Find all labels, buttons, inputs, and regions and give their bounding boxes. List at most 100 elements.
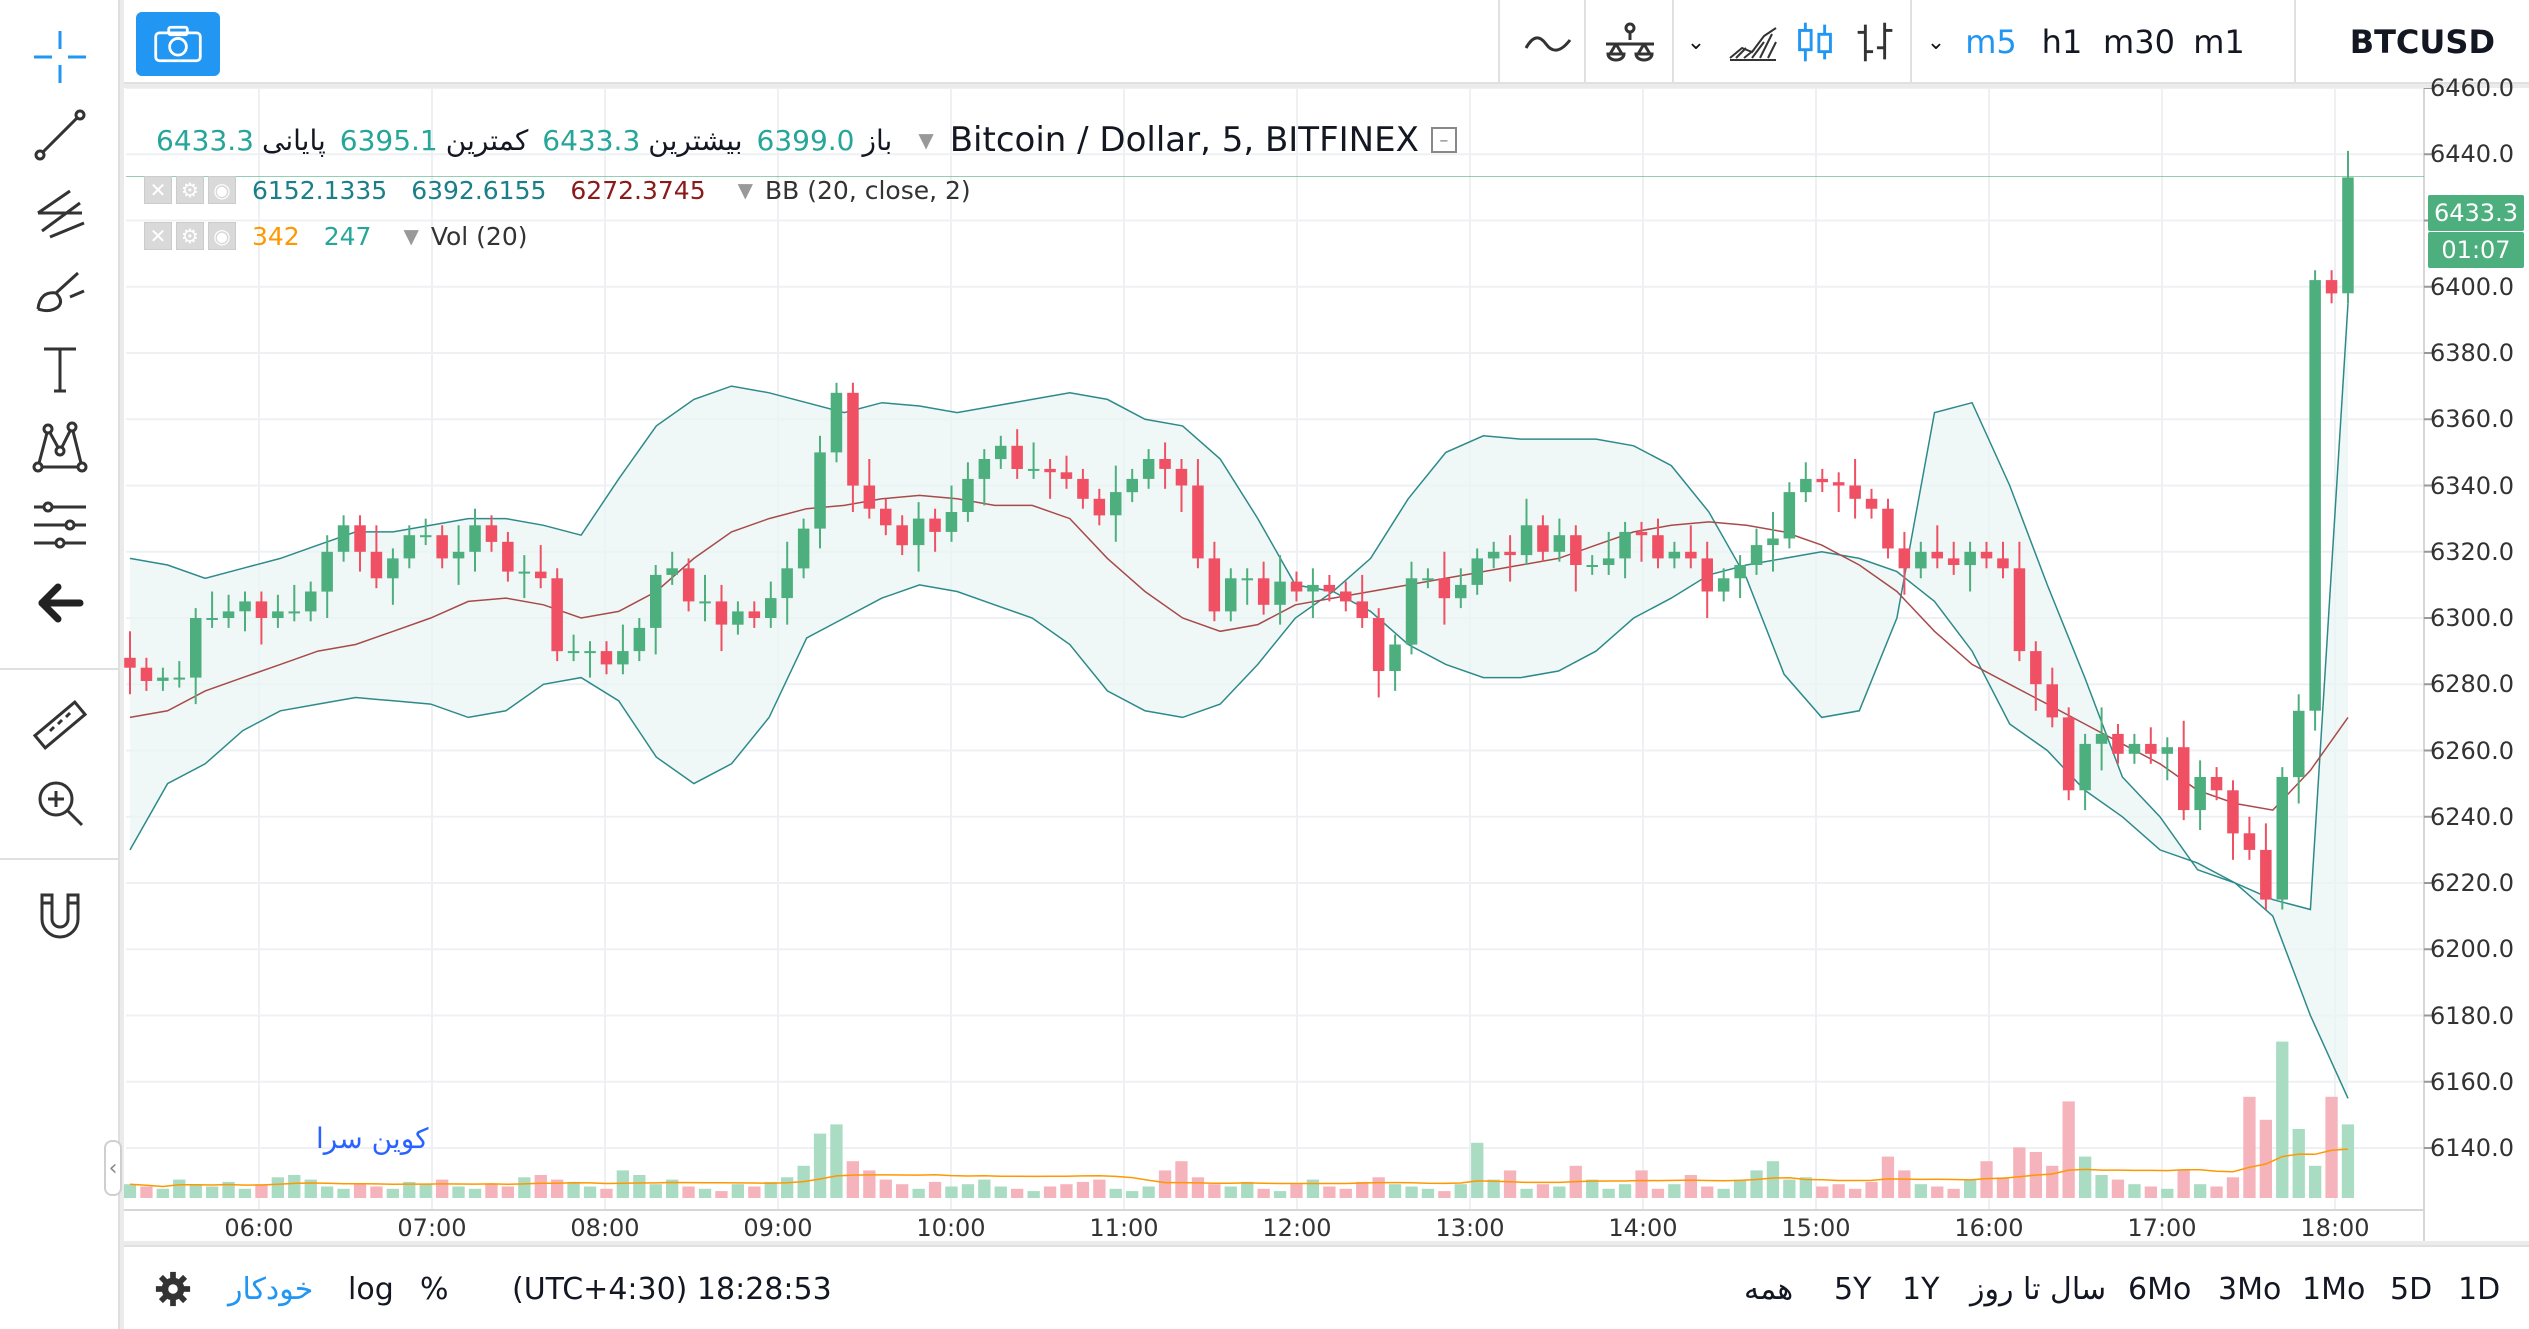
time-tick-label: 16:00 — [1954, 1214, 2024, 1242]
brush-icon[interactable] — [20, 256, 100, 326]
price-tick-label: 6380.0 — [2430, 339, 2514, 367]
eye-icon[interactable]: ◉ — [208, 176, 236, 204]
range-ytd[interactable]: سال تا روز — [1970, 1271, 2107, 1307]
bb-study-name: BB (20, close, 2) — [765, 175, 971, 205]
range-1y[interactable]: 1Y — [1902, 1271, 1940, 1307]
volume-bar — [419, 1184, 432, 1198]
bar-chart-icon[interactable] — [1848, 14, 1902, 70]
range-6mo[interactable]: 6Mo — [2128, 1271, 2192, 1307]
candle-body — [1208, 558, 1221, 612]
candle-body — [2210, 777, 2223, 791]
candle-body — [699, 601, 711, 604]
close-icon[interactable]: ✕ — [144, 176, 172, 204]
range-all[interactable]: همه — [1744, 1271, 1794, 1307]
volume-bar — [1816, 1186, 1829, 1198]
heikin-ashi-icon[interactable] — [1594, 14, 1666, 70]
range-5y[interactable]: 5Y — [1834, 1271, 1872, 1307]
volume-bar — [1783, 1179, 1796, 1198]
volume-bar — [583, 1186, 597, 1198]
chart-pane[interactable]: 6433.3 پایانی 6395.1 کمترین 6433.3 بیشتر… — [124, 74, 2529, 1242]
bb-basis-value: 6272.3745 — [570, 175, 706, 205]
volume-bar — [1241, 1181, 1254, 1198]
range-3mo[interactable]: 3Mo — [2218, 1271, 2282, 1307]
candle-body — [190, 618, 202, 678]
log-scale-button[interactable]: log — [348, 1271, 394, 1307]
volume-bar — [353, 1184, 367, 1198]
candle-body — [863, 485, 876, 509]
candle-body — [157, 677, 169, 681]
candle-body — [1635, 531, 1648, 536]
volume-bar — [1126, 1191, 1139, 1198]
timeframe-h1[interactable]: h1 — [2041, 23, 2083, 61]
gear-icon[interactable]: ⚙ — [176, 222, 204, 250]
bb-dropdown-icon[interactable]: ▼ — [737, 178, 753, 202]
volume-bar — [501, 1186, 514, 1198]
collapse-legend-icon[interactable]: – — [1430, 127, 1457, 153]
range-1d[interactable]: 1D — [2458, 1271, 2501, 1307]
candle-body — [1340, 591, 1352, 602]
candle-body — [387, 558, 399, 579]
vol-dropdown-icon[interactable]: ▼ — [403, 224, 419, 248]
candle-body — [797, 528, 810, 569]
volume-bar — [1996, 1177, 2010, 1198]
timeframe-m1[interactable]: m1 — [2193, 23, 2245, 61]
line-chart-icon[interactable] — [1516, 14, 1580, 70]
pitchfork-icon[interactable] — [20, 178, 100, 248]
candle-body — [1372, 618, 1385, 671]
range-5d[interactable]: 5D — [2390, 1271, 2433, 1307]
volume-bar — [551, 1179, 564, 1198]
volume-bar — [928, 1181, 942, 1198]
volume-bar — [1536, 1184, 1550, 1198]
price-chart[interactable] — [124, 88, 2529, 1241]
timezone-clock[interactable]: (UTC+4:30) 18:28:53 — [512, 1271, 832, 1307]
chevron-down-icon[interactable]: ⌄ — [1686, 29, 1706, 55]
eye-icon[interactable]: ◉ — [208, 222, 236, 250]
chevron-down-icon[interactable]: ⌄ — [1926, 29, 1946, 55]
candle-body — [1422, 578, 1434, 581]
volume-bar — [370, 1186, 383, 1198]
gear-icon[interactable]: ⚙ — [176, 176, 204, 204]
timeframe-m30[interactable]: m30 — [2103, 23, 2175, 61]
volume-bar — [1635, 1170, 1648, 1198]
candle-body — [650, 574, 662, 628]
range-1mo[interactable]: 1Mo — [2302, 1271, 2366, 1307]
candle-body — [1405, 578, 1418, 645]
percent-scale-button[interactable]: % — [420, 1271, 449, 1307]
zoom-in-icon[interactable] — [20, 768, 100, 838]
candle-body — [1668, 551, 1681, 559]
volume-bar — [452, 1186, 465, 1198]
volume-bar — [2144, 1186, 2157, 1198]
pattern-icon[interactable] — [20, 412, 100, 482]
candle-body — [765, 598, 777, 618]
ruler-icon[interactable] — [20, 690, 100, 760]
arrow-back-icon[interactable] — [20, 568, 100, 638]
volume-bar — [1175, 1161, 1188, 1198]
trend-line-icon[interactable] — [20, 100, 100, 170]
legend-low-label: کمترین — [445, 123, 529, 157]
symbol-search-button[interactable]: BTCUSD — [2349, 23, 2495, 61]
legend-dropdown-icon[interactable]: ▼ — [918, 128, 934, 152]
area-chart-icon[interactable] — [1720, 14, 1784, 70]
time-tick-label: 15:00 — [1781, 1214, 1851, 1242]
volume-bar — [1257, 1188, 1270, 1198]
text-icon[interactable] — [20, 334, 100, 404]
snapshot-button[interactable] — [136, 12, 220, 76]
collapse-toolbar-button[interactable]: ‹ — [104, 1140, 122, 1196]
timeframe-m5[interactable]: m5 — [1965, 23, 2017, 61]
volume-bar — [1454, 1184, 1467, 1198]
volume-bar — [830, 1124, 843, 1198]
crosshair-icon[interactable] — [20, 22, 100, 92]
candle-body — [1800, 478, 1812, 493]
magnet-icon[interactable] — [20, 880, 100, 950]
volume-bar — [2210, 1186, 2223, 1198]
candle-body — [173, 677, 185, 680]
candle-body — [1586, 565, 1598, 567]
auto-scale-button[interactable]: خودکار — [228, 1271, 314, 1307]
close-icon[interactable]: ✕ — [144, 222, 172, 250]
candle-chart-icon[interactable] — [1788, 14, 1842, 70]
volume-bar — [403, 1181, 416, 1198]
gear-icon[interactable] — [154, 1265, 192, 1313]
measure-projection-icon[interactable] — [20, 490, 100, 560]
candle-body — [847, 392, 859, 486]
volume-bar — [2046, 1165, 2059, 1198]
